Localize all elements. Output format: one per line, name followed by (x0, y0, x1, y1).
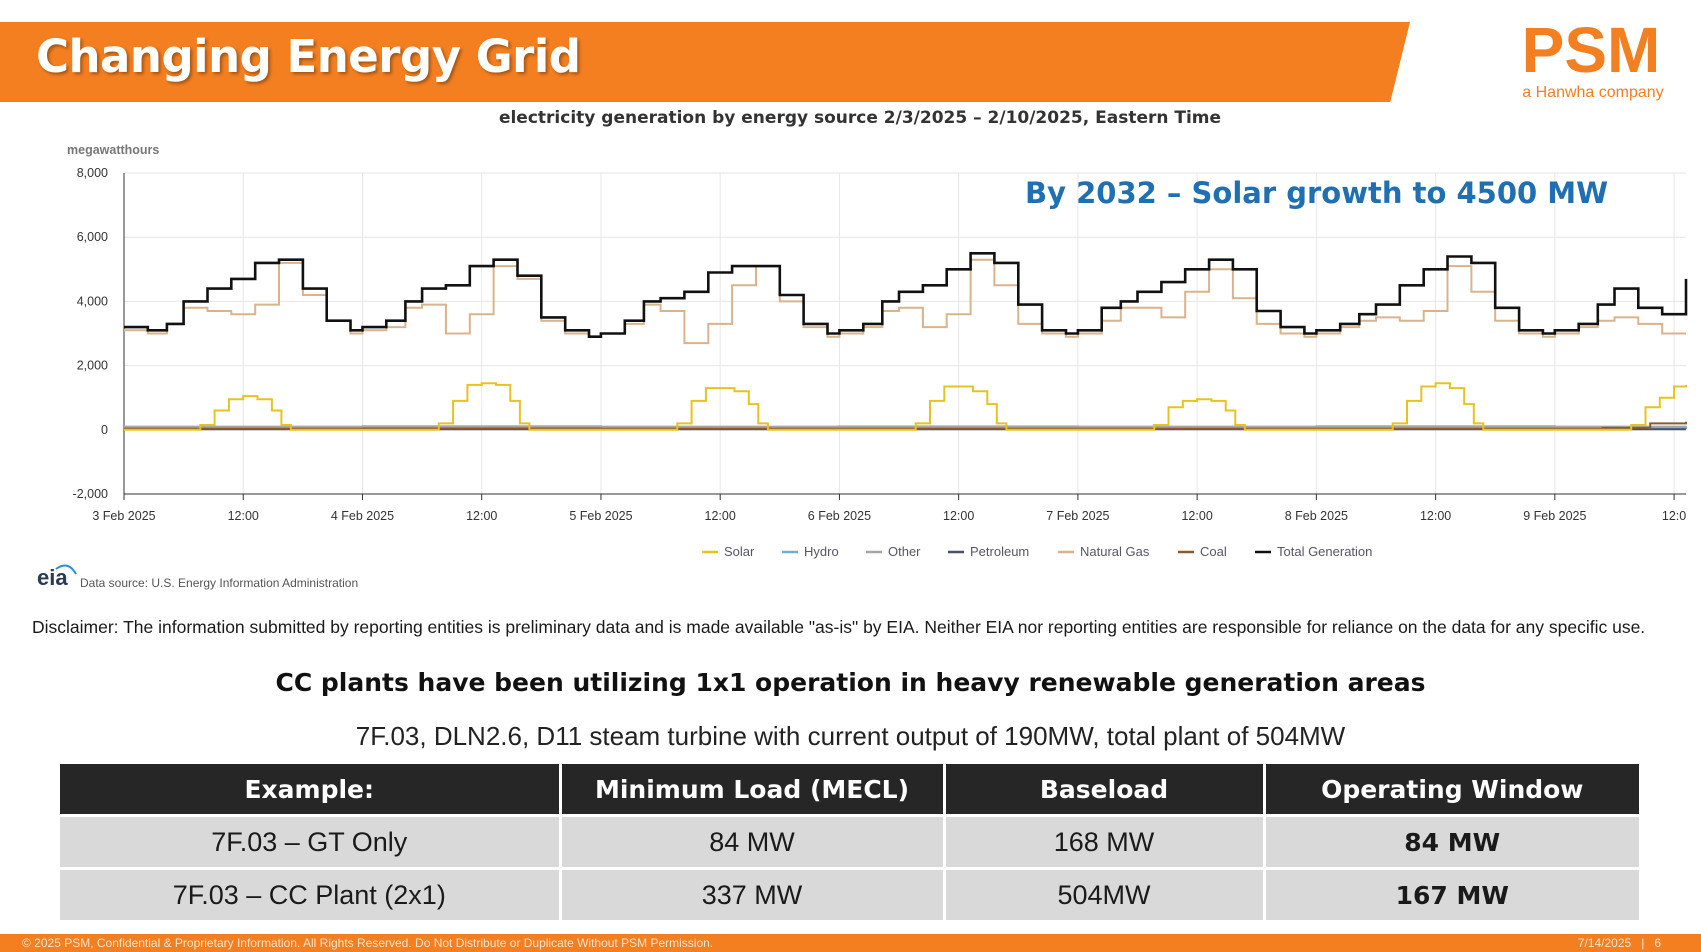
header-example: Example: (60, 764, 562, 816)
table-header-row: Example: Minimum Load (MECL) Baseload Op… (60, 764, 1639, 816)
x-tick-label: 3 Feb 2025 (92, 509, 155, 523)
y-tick-label: 8,000 (77, 166, 108, 180)
series-line-total-generation (124, 252, 1688, 338)
title-banner (0, 22, 1410, 102)
y-tick-label: -2,000 (73, 487, 108, 501)
generation-chart: -2,000 0 2,000 4,000 6,000 8,000 3 Feb 2025 12:… (37, 143, 1688, 590)
footer-copyright: © 2025 PSM, Confidential & Proprietary I… (22, 936, 714, 950)
header-baseload: Baseload (944, 764, 1266, 816)
x-tick-label: 9 Feb 2025 (1523, 509, 1586, 523)
chart-title: electricity generation by energy source … (498, 108, 1222, 128)
slide-title: Changing Energy Grid (36, 30, 581, 83)
operating-window-table: Example: Minimum Load (MECL) Baseload Op… (60, 764, 1639, 920)
series-line-solar (124, 382, 1687, 431)
disclaimer: Disclaimer: The information submitted by… (32, 617, 1646, 637)
y-tick-label: 4,000 (77, 294, 108, 308)
series-line-other (124, 425, 1687, 428)
legend-label: Hydro (804, 544, 839, 559)
header-operating-window: Operating Window (1264, 764, 1639, 816)
page-number: 6 (1654, 936, 1661, 950)
x-tick-label: 12:00 (228, 509, 259, 523)
data-source-label: Data source: U.S. Energy Information Adm… (80, 576, 358, 590)
eia-logo-arc (55, 564, 77, 575)
x-tick-label: 6 Feb 2025 (808, 509, 871, 523)
y-axis-label: megawatthours (67, 143, 159, 157)
solar-growth-callout: By 2032 – Solar growth to 4500 MW (1025, 176, 1609, 210)
legend-label: Coal (1200, 544, 1227, 559)
eia-logo: eia (37, 565, 68, 590)
x-tick-label: 12:00 (466, 509, 497, 523)
logo-wordmark: PSM (1522, 16, 1661, 86)
legend-label: Solar (724, 544, 755, 559)
table-row: 7F.03 – CC Plant (2x1) 337 MW 504MW 167 … (60, 867, 1639, 920)
x-tick-label: 5 Feb 2025 (569, 509, 632, 523)
header-minimum-load: Minimum Load (MECL) (560, 764, 946, 816)
y-tick-label: 2,000 (77, 359, 108, 373)
x-tick-label: 4 Feb 2025 (331, 509, 394, 523)
x-tick-label: 12:00 (705, 509, 736, 523)
cell-minimum-load: 337 MW (560, 867, 946, 920)
x-tick-label: 12:00 (1181, 509, 1212, 523)
plant-spec-line: 7F.03, DLN2.6, D11 steam turbine with cu… (355, 721, 1346, 751)
psm-logo: PSM a Hanwha company (1500, 16, 1690, 106)
legend-label: Natural Gas (1080, 544, 1150, 559)
y-tick-label: 6,000 (77, 230, 108, 244)
psm-logo-mark: PSM a Hanwha company (1522, 16, 1664, 101)
footer-date: 7/14/2025 (1577, 936, 1632, 950)
legend-label: Total Generation (1277, 544, 1372, 559)
table-row: 7F.03 – GT Only 84 MW 168 MW 84 MW (60, 814, 1639, 869)
footer-bar: © 2025 PSM, Confidential & Proprietary I… (0, 934, 1701, 952)
x-tick-label: 7 Feb 2025 (1046, 509, 1109, 523)
cc-headline: CC plants have been utilizing 1x1 operat… (275, 668, 1426, 697)
footer-meta: 7/14/2025 | 6 (1577, 936, 1661, 950)
legend-label: Petroleum (970, 544, 1029, 559)
cell-baseload: 504MW (944, 867, 1266, 920)
cell-example: 7F.03 – GT Only (60, 814, 562, 869)
cell-minimum-load: 84 MW (560, 814, 946, 869)
cell-operating-window: 84 MW (1264, 814, 1639, 869)
x-tick-label: 12:00 (1420, 509, 1451, 523)
legend-label: Other (888, 544, 921, 559)
x-tick-label: 8 Feb 2025 (1285, 509, 1348, 523)
x-tick-label: 12:0 (1662, 509, 1686, 523)
x-tick-label: 12:00 (943, 509, 974, 523)
cell-operating-window: 167 MW (1264, 867, 1639, 920)
logo-tagline: a Hanwha company (1522, 84, 1663, 101)
cell-baseload: 168 MW (944, 814, 1266, 869)
cell-example: 7F.03 – CC Plant (2x1) (60, 867, 562, 920)
y-tick-label: 0 (101, 423, 108, 437)
